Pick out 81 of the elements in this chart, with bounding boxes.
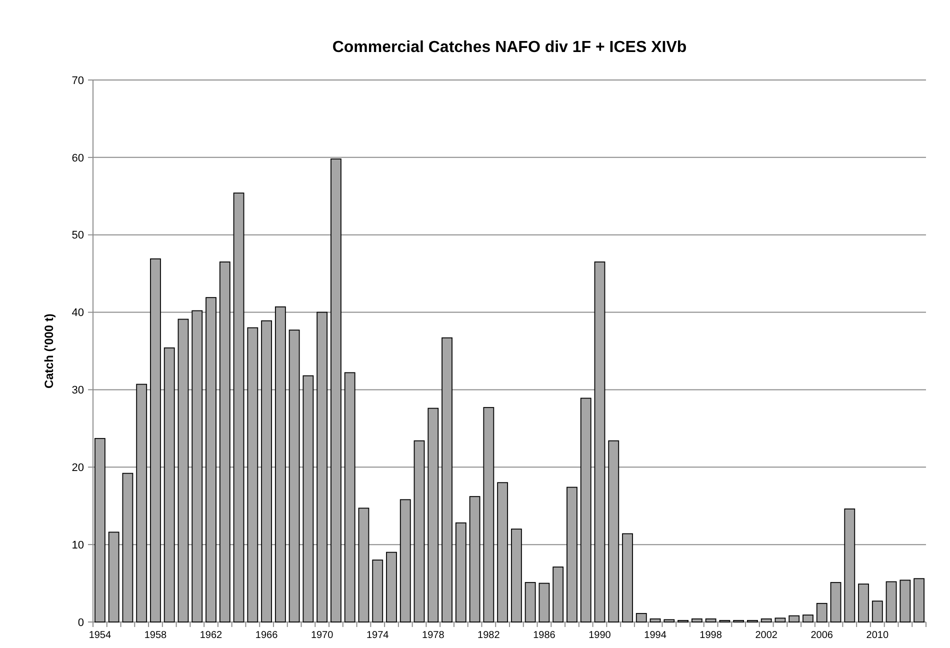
bar: [524, 582, 536, 622]
x-tick-label: 1974: [366, 630, 390, 641]
bar: [94, 438, 106, 622]
bar: [636, 613, 647, 622]
bar: [150, 258, 161, 622]
x-tick-label: 2006: [810, 630, 834, 641]
bar: [760, 618, 772, 622]
x-tick-label: 1994: [644, 630, 667, 641]
bar: [552, 566, 564, 622]
y-tick-label: 40: [72, 307, 84, 320]
bar: [164, 347, 175, 622]
bar: [483, 407, 494, 622]
bar: [497, 482, 508, 622]
bar: [566, 486, 578, 622]
bar: [122, 472, 134, 622]
bar: [830, 582, 842, 622]
bar: [344, 372, 356, 622]
x-tick-label: 1958: [144, 630, 168, 641]
bar: [330, 158, 342, 622]
bar: [386, 552, 397, 622]
y-tick-label: 20: [72, 462, 84, 474]
y-tick-label: 60: [72, 152, 84, 164]
bar: [455, 522, 466, 622]
bar: [206, 297, 216, 622]
bar: [914, 578, 925, 622]
x-tick-label: 1990: [588, 630, 612, 641]
bar: [538, 582, 550, 622]
y-tick-label: 30: [72, 384, 84, 397]
bar: [816, 602, 828, 622]
bar: [705, 618, 716, 622]
bar: [136, 384, 148, 622]
bar: [302, 375, 314, 622]
bar: [400, 499, 411, 622]
bar: [247, 327, 258, 622]
bar: [192, 310, 203, 622]
bar: [872, 600, 883, 622]
bar: [442, 337, 452, 622]
bar: [414, 440, 425, 622]
bar: [108, 532, 120, 622]
x-tick-label: 1998: [700, 630, 722, 641]
bar: [469, 496, 480, 622]
y-tick-label: 0: [78, 616, 84, 629]
x-tick-label: 1962: [200, 630, 223, 641]
x-tick-label: 2002: [755, 630, 778, 641]
bar: [274, 306, 286, 622]
bar: [900, 580, 911, 622]
x-tick-label: 2010: [866, 630, 889, 641]
bar: [358, 508, 370, 622]
bar: [580, 398, 592, 622]
bar: [261, 320, 272, 622]
bar: [428, 408, 439, 622]
y-tick-label: 10: [72, 539, 84, 552]
y-tick-label: 50: [72, 230, 84, 242]
x-tick-label: 1966: [255, 630, 278, 641]
bar: [316, 312, 328, 622]
x-tick-label: 1970: [310, 630, 334, 641]
x-tick-label: 1982: [478, 630, 500, 641]
y-axis-title: Catch ('000 t): [42, 314, 56, 388]
y-tick-label: 70: [72, 74, 84, 87]
bar: [664, 619, 675, 622]
bar: [691, 618, 702, 622]
bar: [858, 584, 869, 622]
x-tick-label: 1978: [422, 630, 445, 641]
bar: [886, 581, 897, 622]
bar: [594, 262, 606, 622]
bar: [288, 330, 300, 622]
x-tick-label: 1986: [533, 630, 556, 641]
bar: [622, 533, 633, 622]
bar: [510, 528, 522, 622]
chart-title: Commercial Catches NAFO div 1F + ICES XIVb: [332, 39, 687, 56]
bar: [844, 508, 856, 622]
bar: [788, 615, 800, 622]
bar: [650, 618, 661, 622]
bar: [802, 614, 814, 622]
bar: [219, 262, 230, 622]
bar: [178, 318, 189, 622]
x-tick-label: 1954: [88, 630, 112, 641]
bar: [774, 618, 786, 622]
bar: [372, 560, 384, 622]
bar: [608, 440, 620, 622]
bar: [233, 192, 244, 622]
